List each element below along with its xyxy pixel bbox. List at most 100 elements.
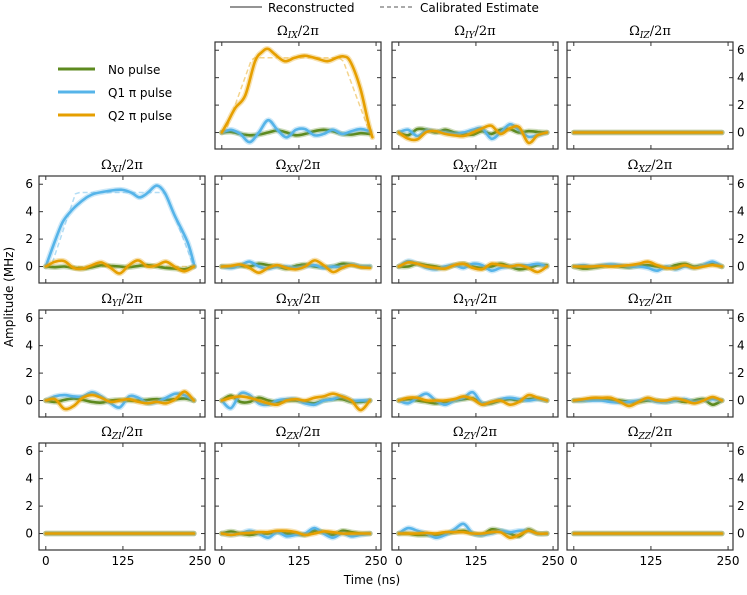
title-subscript: IX [287,31,299,41]
legend-label-q2: Q2 π pulse [108,109,172,123]
title-subscript: ZI [111,432,122,442]
y-tick-label: 0 [737,126,745,140]
title-subscript: ZZ [638,432,652,442]
y-tick-label: 0 [25,394,33,408]
panel-frame [391,442,559,551]
y-tick-label: 4 [737,71,745,85]
y-tick-label: 2 [737,98,745,112]
panel-yi: ΩYI/2π 0 2 4 6 [25,292,206,418]
series-q2-line [572,395,724,408]
y-tick-label: 6 [737,177,745,191]
title-symbol: Ω [277,24,288,39]
y-tick-label: 6 [737,43,745,57]
panel-title: ΩZY/2π [453,425,498,442]
x-axis-label: Time (ns) [343,573,400,587]
y-axis-label: Amplitude (MHz) [2,247,16,347]
panel-title: ΩZX/2π [276,425,321,442]
y-tick-label: 4 [25,205,33,219]
title-symbol: Ω [276,425,287,440]
y-tick-label: 4 [737,339,745,353]
x-tick-label: 125 [111,554,134,568]
title-subscript: XI [111,165,122,175]
series-q2-line [44,390,196,411]
title-rest: /2π [651,425,673,440]
panel-iy: ΩIY/2π [391,24,559,150]
series-q2-line [220,47,374,139]
panel-frame [391,309,559,418]
legend-label-none: No pulse [108,63,160,77]
y-tick-label: 4 [737,472,745,486]
title-subscript: YZ [639,299,652,309]
series-q2-line [397,393,549,407]
panel-title: ΩYX/2π [276,292,321,309]
series-q2-line [397,124,549,145]
y-tick-label: 4 [737,205,745,219]
panel-yy: ΩYY/2π [391,292,559,418]
panel-iz: ΩIZ/2π 0 2 4 6 [566,24,745,150]
x-tick-label: 0 [395,554,403,568]
title-rest: /2π [651,158,673,173]
series-q1-line [44,390,196,409]
title-symbol: Ω [453,292,464,307]
title-symbol: Ω [628,292,639,307]
title-subscript: IZ [639,31,651,41]
y-tick-label: 2 [25,232,33,246]
title-subscript: YX [287,299,300,309]
panel-title: ΩXZ/2π [628,158,673,175]
title-symbol: Ω [629,24,640,39]
y-tick-label: 0 [25,260,33,274]
x-tick-label: 125 [639,554,662,568]
x-tick-label: 250 [717,554,740,568]
title-subscript: XX [285,165,299,175]
y-tick-label: 2 [737,366,745,380]
panel-frame [214,175,382,284]
x-tick-label: 250 [542,554,565,568]
title-symbol: Ω [628,158,639,173]
series-q2-line [397,261,549,274]
title-rest: /2π [476,292,498,307]
panel-frame [391,175,559,284]
panel-frame [566,442,734,551]
panel-yx: ΩYX/2π [214,292,382,418]
title-subscript: XY [463,165,477,175]
title-symbol: Ω [453,425,464,440]
title-rest: /2π [475,24,497,39]
title-rest: /2π [476,158,498,173]
calibrated-q1-line [45,191,196,268]
panel-title: ΩYI/2π [101,292,143,309]
series-q1-band [43,182,198,270]
panel-xy: ΩXY/2π [391,158,559,284]
y-tick-label: 4 [25,339,33,353]
y-tick-label: 0 [25,527,33,541]
legend-label-calibrated: Calibrated Estimate [420,1,539,15]
y-tick-label: 0 [737,260,745,274]
title-symbol: Ω [453,158,464,173]
x-tick-label: 0 [570,554,578,568]
panel-title: ΩZI/2π [101,425,143,442]
title-rest: /2π [299,425,321,440]
title-subscript: XZ [637,165,651,175]
panel-title: ΩXY/2π [453,158,498,175]
y-tick-label: 6 [737,444,745,458]
panel-frame [214,309,382,418]
title-symbol: Ω [101,158,112,173]
title-symbol: Ω [628,425,639,440]
y-tick-label: 6 [25,444,33,458]
y-tick-label: 2 [25,366,33,380]
x-tick-label: 0 [42,554,50,568]
panel-title: ΩYZ/2π [628,292,673,309]
panel-title: ΩXX/2π [276,158,321,175]
panel-frame [566,175,734,284]
series-q1-line [44,184,196,268]
legend-label-reconstructed: Reconstructed [268,1,355,15]
panel-zi: ΩZI/2π 0 2 4 6 0 125 250 [25,425,211,568]
panel-frame [214,41,382,150]
title-symbol: Ω [276,292,287,307]
title-rest: /2π [298,24,320,39]
title-rest: /2π [299,292,321,307]
title-subscript: IY [464,31,476,41]
title-subscript: YI [112,299,122,309]
title-subscript: YY [464,299,477,309]
y-tick-label: 6 [25,177,33,191]
